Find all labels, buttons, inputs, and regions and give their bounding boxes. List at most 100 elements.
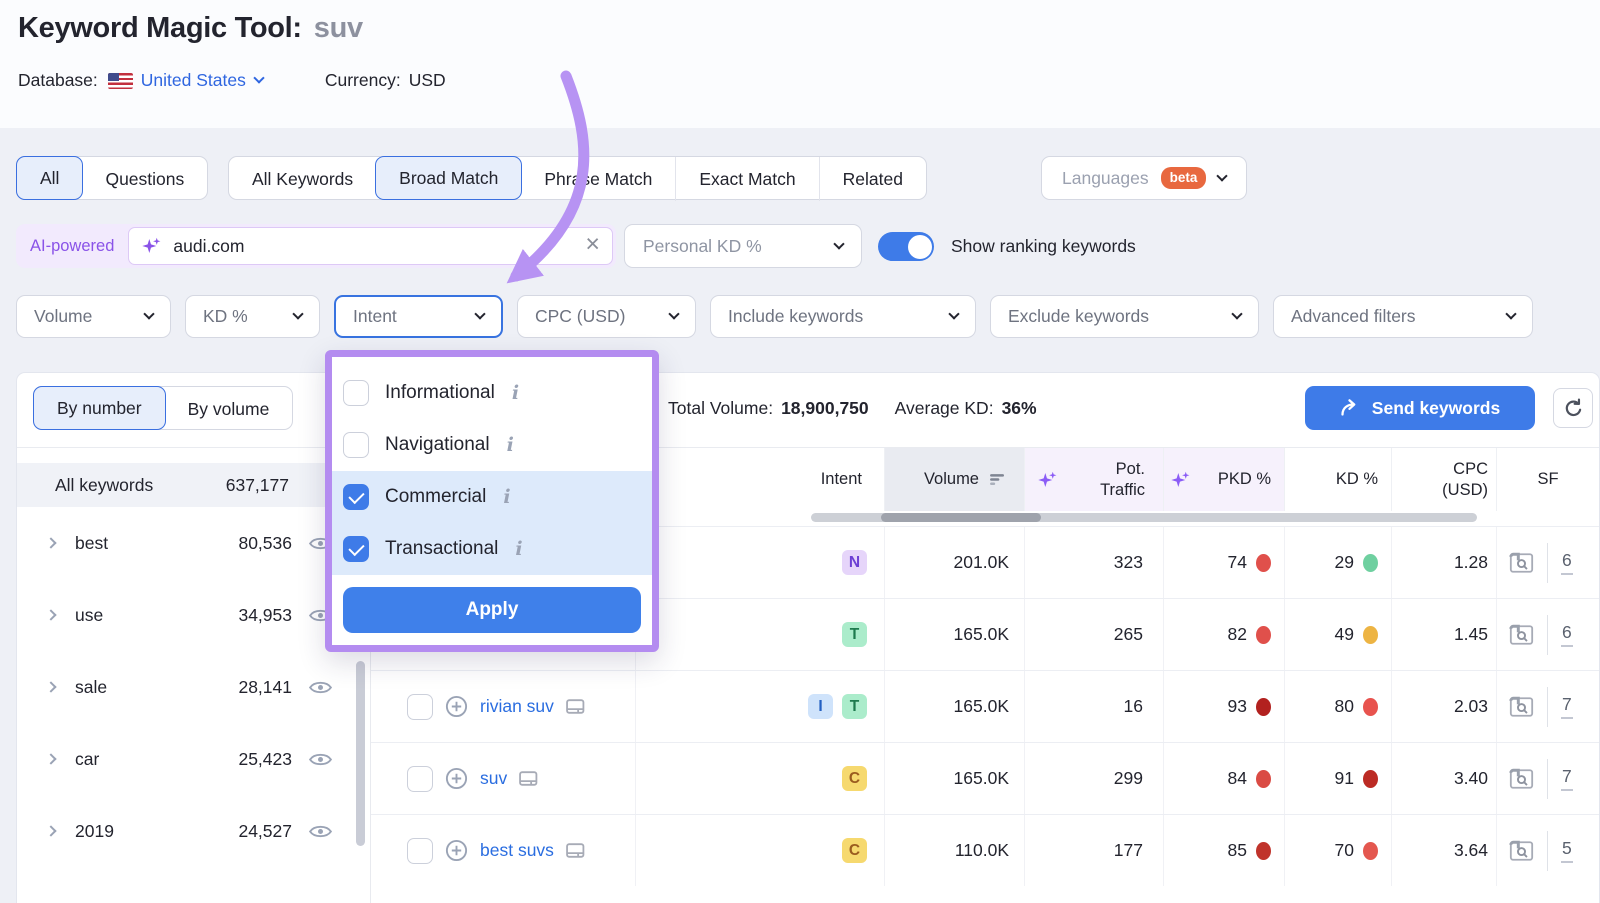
serp-features-icon[interactable] — [1509, 840, 1534, 862]
filter-advanced-filters[interactable]: Advanced filters — [1273, 295, 1533, 338]
column-header-sf[interactable]: SF — [1496, 448, 1599, 511]
clear-search-icon[interactable]: × — [585, 230, 600, 258]
checkbox[interactable] — [343, 432, 369, 458]
database-select[interactable]: United States — [141, 70, 265, 91]
show-ranking-toggle[interactable] — [878, 232, 934, 261]
pkd-cell: 82 — [1163, 599, 1284, 670]
intent-cell: C — [635, 815, 884, 886]
row-checkbox[interactable] — [407, 765, 433, 792]
filter-exclude-keywords[interactable]: Exclude keywords — [990, 295, 1259, 338]
row-checkbox[interactable] — [407, 693, 433, 720]
tab-related[interactable]: Related — [818, 157, 926, 201]
serp-preview-icon[interactable] — [519, 770, 538, 787]
page-title-query: suv — [313, 12, 363, 44]
intent-badge-i: I — [808, 694, 833, 719]
refresh-icon — [1563, 397, 1584, 419]
column-header-volume[interactable]: Volume — [884, 448, 1024, 511]
eye-icon[interactable] — [308, 823, 333, 840]
tab-all-keywords[interactable]: All Keywords — [252, 168, 354, 189]
tab-phrase-match[interactable]: Phrase Match — [544, 168, 653, 189]
serp-features-icon[interactable] — [1509, 624, 1534, 646]
column-header-cpc[interactable]: CPC (USD) — [1391, 448, 1496, 511]
filter-intent[interactable]: Intent — [334, 295, 503, 338]
refresh-button[interactable] — [1553, 388, 1593, 428]
currency-label: Currency: — [324, 70, 401, 90]
scrollbar-thumb[interactable] — [881, 513, 1041, 522]
add-to-list-icon[interactable] — [445, 695, 468, 718]
filter-cpc-usd-[interactable]: CPC (USD) — [517, 295, 696, 338]
add-to-list-icon[interactable] — [445, 839, 468, 862]
filter-label: KD % — [203, 306, 248, 326]
all-keywords-header[interactable]: All keywords 637,177 — [17, 463, 369, 507]
chevron-down-icon — [474, 308, 486, 320]
filter-kd-[interactable]: KD % — [185, 295, 320, 338]
difficulty-dot — [1256, 553, 1271, 572]
keyword-search-input[interactable] — [173, 235, 575, 257]
send-keywords-button[interactable]: Send keywords — [1305, 386, 1535, 430]
tab-questions[interactable]: Questions — [105, 168, 185, 189]
checkbox[interactable] — [343, 536, 369, 562]
sidebar-group-car[interactable]: car 25,423 — [17, 723, 369, 795]
column-header-pkd[interactable]: PKD % — [1163, 448, 1284, 511]
column-header-kd[interactable]: KD % — [1284, 448, 1391, 511]
intent-option-navigational[interactable]: Navigational i — [332, 419, 652, 471]
checkbox[interactable] — [343, 380, 369, 406]
intent-option-commercial[interactable]: Commercial i — [332, 471, 652, 523]
sf-count[interactable]: 6 — [1561, 622, 1573, 647]
keyword-link[interactable]: suv — [480, 768, 508, 788]
sidebar-group-best[interactable]: best 80,536 — [17, 507, 369, 579]
serp-preview-icon[interactable] — [566, 698, 585, 715]
database-label: Database: — [18, 70, 98, 90]
tab-all[interactable]: All — [16, 156, 84, 200]
sf-count[interactable]: 6 — [1561, 550, 1573, 575]
keyword-cell: rivian suv — [371, 671, 635, 742]
filter-label: Intent — [353, 306, 397, 326]
column-header-pot-traffic[interactable]: Pot. Traffic — [1024, 448, 1163, 511]
apply-button[interactable]: Apply — [343, 587, 641, 633]
serp-features-icon[interactable] — [1509, 768, 1534, 790]
eye-icon[interactable] — [308, 679, 333, 696]
personal-kd-dropdown[interactable]: Personal KD % — [624, 224, 862, 268]
view-tab-by-number[interactable]: By number — [33, 386, 166, 430]
intent-option-informational[interactable]: Informational i — [332, 367, 652, 419]
languages-dropdown[interactable]: Languages beta — [1041, 156, 1248, 200]
sf-count[interactable]: 7 — [1561, 694, 1573, 719]
filter-include-keywords[interactable]: Include keywords — [710, 295, 976, 338]
sparkles-icon — [1037, 470, 1058, 490]
info-icon[interactable]: i — [503, 486, 511, 508]
pkd-value: 84 — [1227, 768, 1247, 788]
info-icon[interactable]: i — [511, 382, 520, 404]
sf-count[interactable]: 5 — [1561, 838, 1573, 863]
keyword-link[interactable]: rivian suv — [480, 696, 554, 716]
intent-option-transactional[interactable]: Transactional i — [332, 523, 652, 575]
view-mode-tabs: By number By volume — [33, 386, 294, 430]
info-icon[interactable]: i — [515, 538, 523, 560]
sf-count[interactable]: 7 — [1561, 766, 1573, 791]
volume-cell: 165.0K — [884, 743, 1024, 814]
view-tab-by-volume[interactable]: By volume — [187, 398, 270, 419]
sf-cell: 6 — [1496, 527, 1599, 598]
add-to-list-icon[interactable] — [445, 767, 468, 790]
row-checkbox[interactable] — [407, 837, 433, 864]
serp-features-icon[interactable] — [1509, 696, 1534, 718]
sidebar-group-use[interactable]: use 34,953 — [17, 579, 369, 651]
eye-icon[interactable] — [308, 751, 333, 768]
filter-volume[interactable]: Volume — [16, 295, 171, 338]
keyword-link[interactable]: best suvs — [480, 840, 554, 860]
sidebar-group-sale[interactable]: sale 28,141 — [17, 651, 369, 723]
intent-options: Informational i Navigational i Commercial i Tr… — [332, 367, 652, 575]
checkbox[interactable] — [343, 484, 369, 510]
sidebar-scrollbar[interactable] — [356, 661, 365, 846]
pkd-value: 82 — [1227, 624, 1247, 644]
pot-traffic-cell: 177 — [1024, 815, 1163, 886]
column-header-intent[interactable]: Intent — [635, 448, 884, 511]
tab-exact-match[interactable]: Exact Match — [675, 157, 818, 201]
tab-broad-match[interactable]: Broad Match — [375, 156, 523, 200]
sidebar-group-2019[interactable]: 2019 24,527 — [17, 795, 369, 867]
pkd-value: 74 — [1227, 552, 1247, 572]
serp-features-icon[interactable] — [1509, 552, 1534, 574]
info-icon[interactable]: i — [506, 434, 514, 456]
serp-preview-icon[interactable] — [566, 842, 585, 859]
table-horizontal-scrollbar[interactable] — [811, 513, 1477, 522]
filters-row: Volume KD % Intent CPC (USD) Include keyword… — [16, 295, 1533, 338]
